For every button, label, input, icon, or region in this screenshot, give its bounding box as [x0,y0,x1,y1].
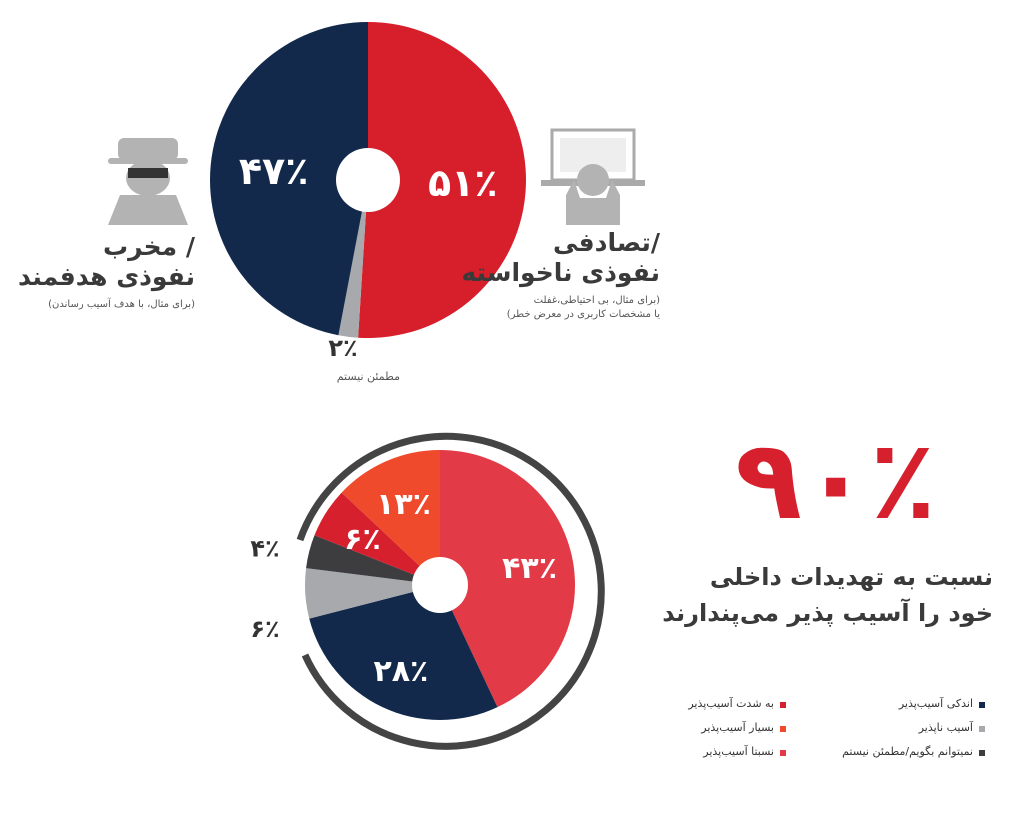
value-label: ۶٪ [250,615,279,643]
legend-label: نمیتوانم بگویم/مطمئن نیستم [842,745,973,758]
pie-hole [412,557,468,613]
ring-arc [296,432,605,750]
category-note: یا مشخصات کاربری در معرض خطر) [506,309,660,320]
pie-slice [338,180,368,338]
category-label: نفوذی هدفمند [17,262,195,291]
legend-swatch [780,750,786,756]
category-label: / مخرب [102,232,195,261]
pie-slice [440,450,576,708]
legend-label: به شدت آسیب‌پذیر [688,697,774,710]
pie-slice [209,22,368,336]
legend-label: نسبتا آسیب‌پذیر [703,745,774,758]
legend-swatch [780,702,786,708]
value-label: ۴٪ [250,534,279,562]
pie-slice [314,492,440,585]
value-label: ۴۷٪ [239,149,309,193]
pie-slice [304,568,440,619]
category-note: (برای مثال، با هدف آسیب رساندن) [48,299,195,310]
subtitle-0: نسبت به تهدیدات داخلی [709,563,993,591]
value-label: ۲٪ [328,334,357,362]
value-label: ۴۳٪ [502,551,557,586]
legend-swatch [780,726,786,732]
legend-swatch [979,702,985,708]
laptop-icon [541,128,645,225]
category-note: (برای مثال، بی احتیاطی،غفلت [533,295,660,306]
pie-slice [341,450,440,585]
spy-icon [108,138,188,225]
headline: ۹۰٪ [735,416,937,544]
legend-label: اندکی آسیب‌پذیر [898,697,973,710]
legend-swatch [979,726,985,732]
category-label: /تصادفی [552,228,660,257]
category-label: نفوذی ناخواسته [461,258,661,287]
legend-label: بسیار آسیب‌پذیر [701,721,774,734]
subtitle-1: خود را آسیب پذیر می‌پندارند [662,599,993,627]
pie-hole [336,148,400,212]
legend-label: آسیب ناپذیر [918,721,973,734]
pie-slice [309,585,498,721]
value-label: ۱۳٪ [376,487,431,522]
legend-swatch [979,750,985,756]
pie-slice [358,22,526,338]
value-label: ۲۸٪ [373,654,428,689]
pie-slice [306,535,440,585]
value-label: ۵۱٪ [428,161,498,205]
category-label: مطمئن نیستم [336,370,400,383]
value-label: ۶٪ [344,522,381,557]
